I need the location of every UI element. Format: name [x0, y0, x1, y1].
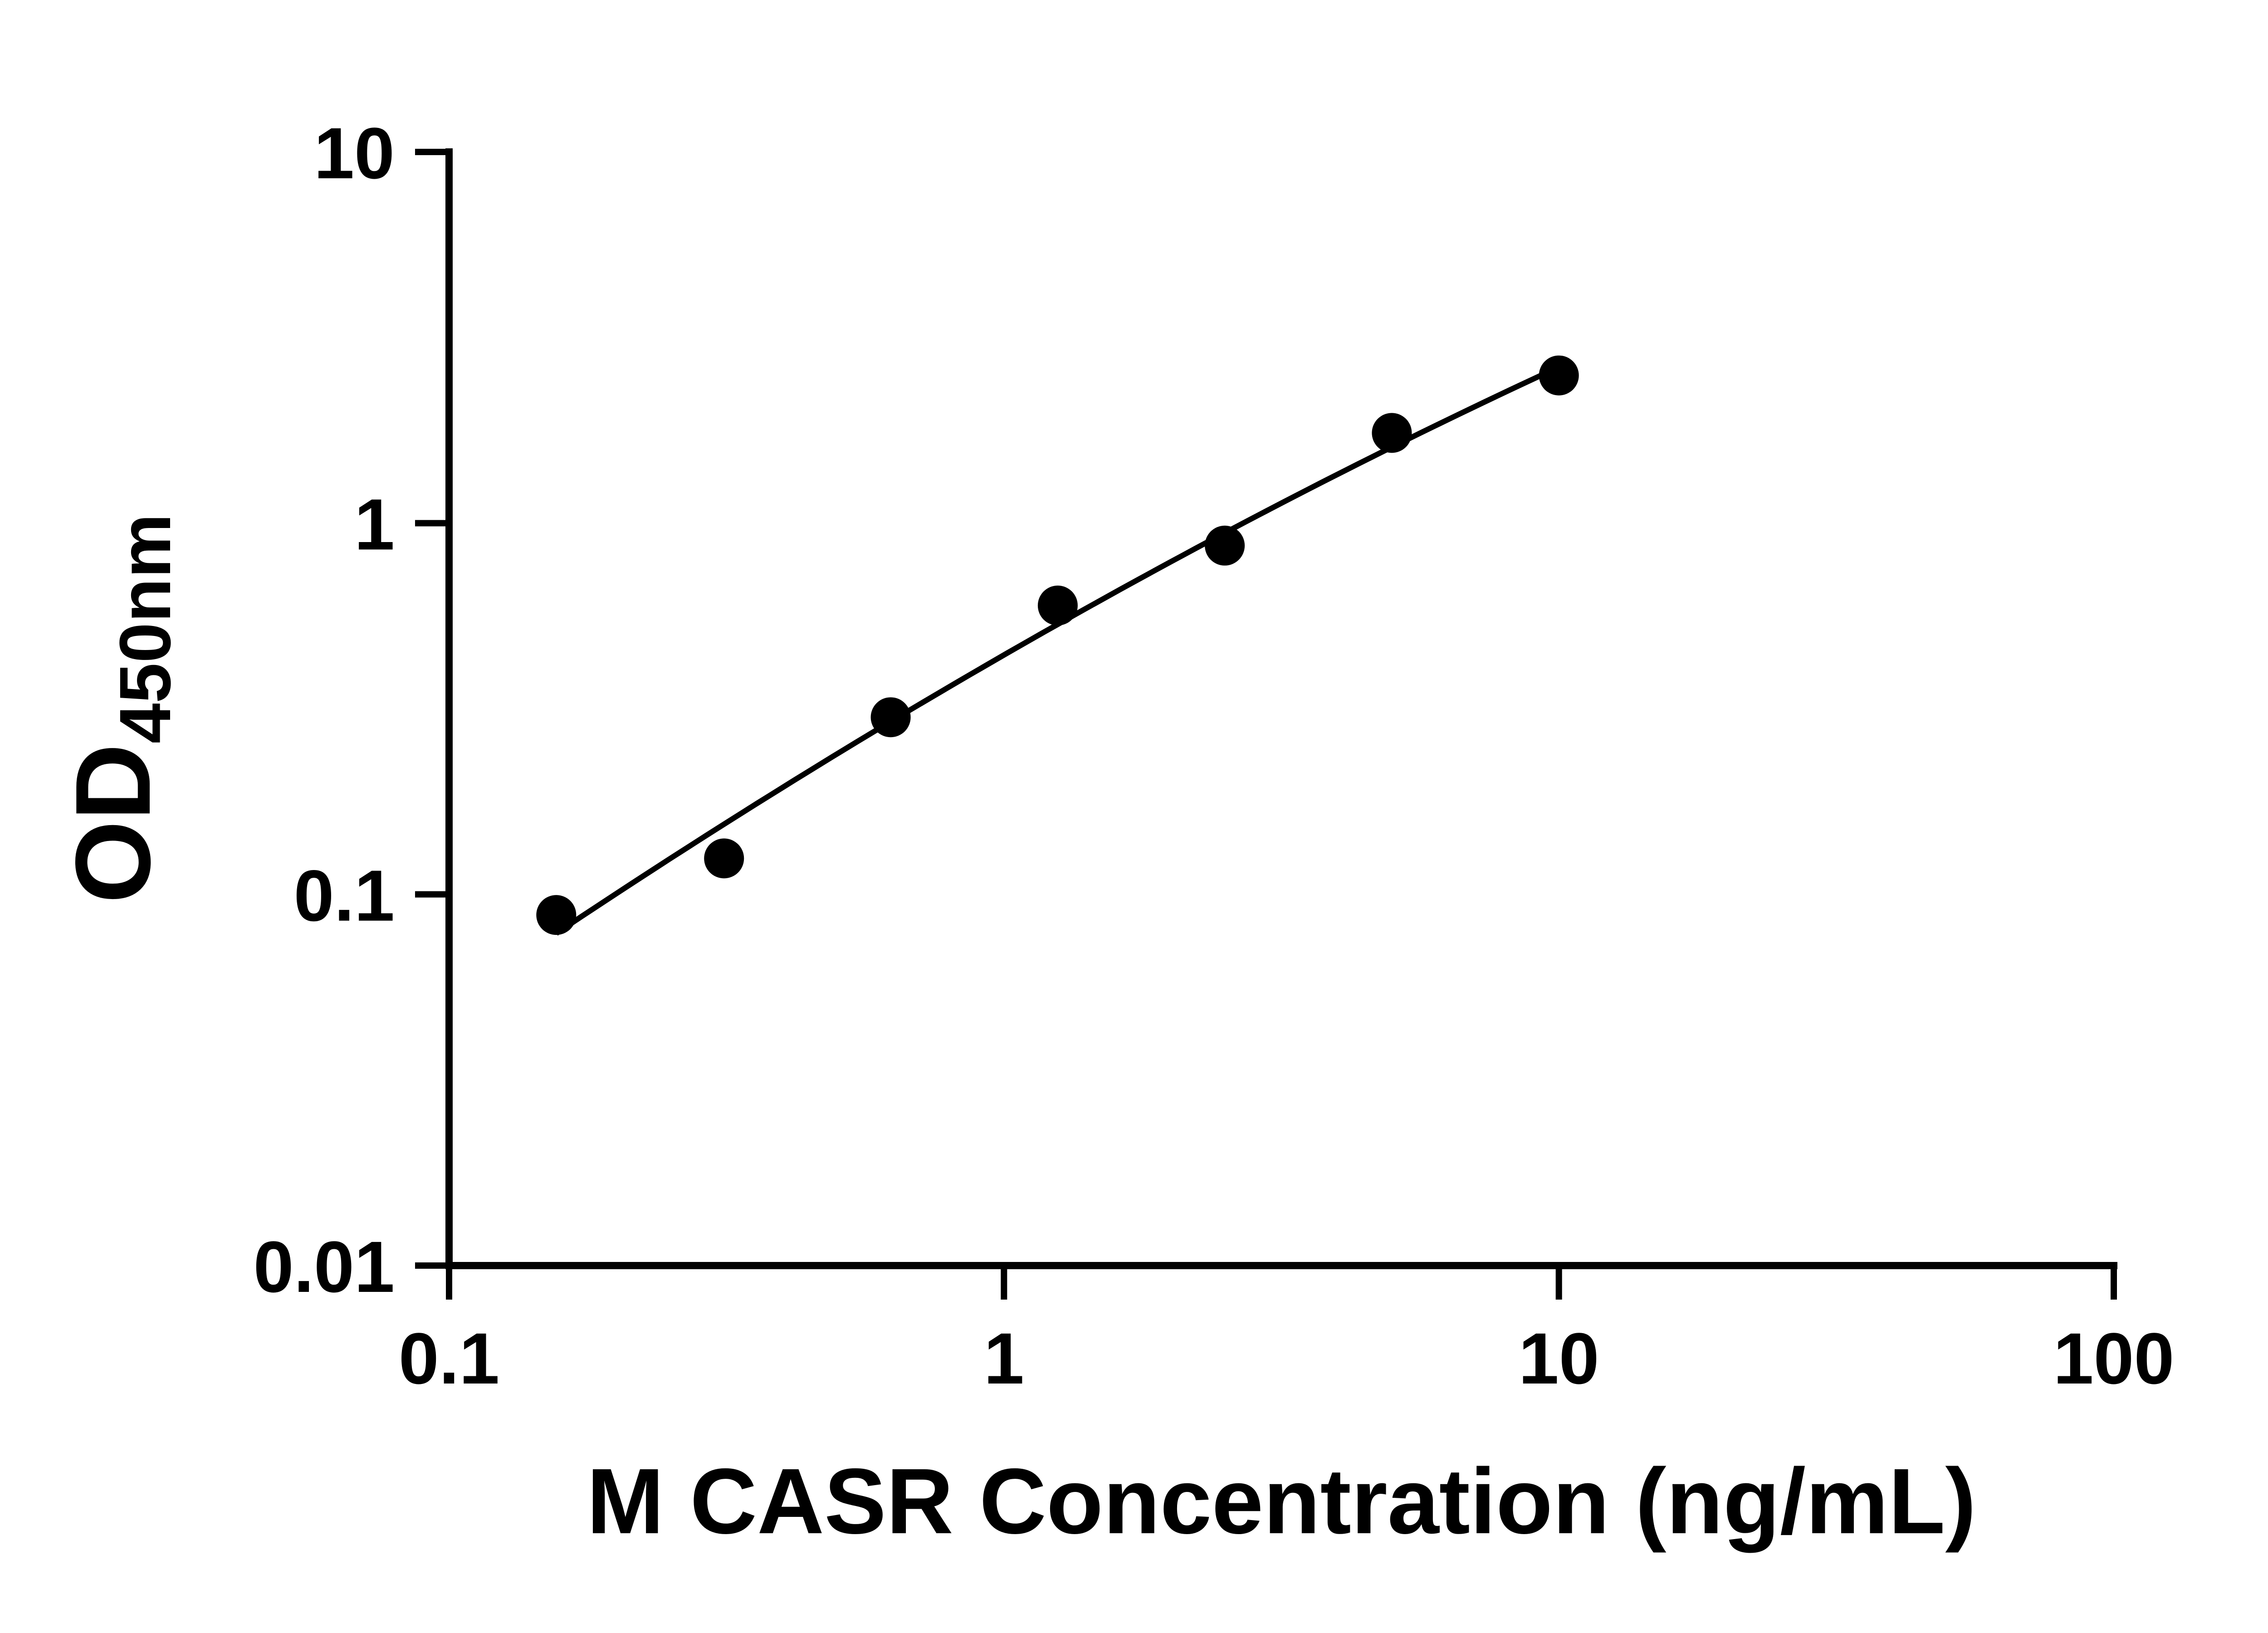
data-point [1539, 355, 1579, 396]
y-axis-ticks [415, 149, 449, 1269]
x-axis-ticks [446, 1266, 2117, 1300]
data-point [1037, 585, 1078, 626]
y-tick-label: 1 [354, 484, 395, 565]
y-tick-label: 10 [314, 112, 395, 194]
x-tick-label: 0.1 [399, 1318, 499, 1399]
y-axis-title-sub: 450nm [104, 513, 186, 743]
y-tick-label: 0.01 [254, 1226, 395, 1307]
data-point [536, 895, 577, 935]
x-tick-label: 1 [984, 1318, 1024, 1399]
x-axis-title: M CASR Concentration (ng/mL) [587, 1449, 1976, 1553]
data-point [1205, 525, 1245, 566]
y-tick-label: 0.1 [294, 855, 395, 936]
x-axis-tick-labels: 0.1 1 10 100 [399, 1318, 2175, 1399]
axis-lines [445, 148, 2117, 1269]
data-points [536, 355, 1579, 935]
y-axis-title-main: OD [53, 743, 172, 904]
x-tick-label: 10 [1519, 1318, 1599, 1399]
y-axis-title: OD450nm [53, 513, 186, 903]
fit-curve [554, 364, 1560, 936]
data-point [870, 697, 911, 738]
data-point [1372, 413, 1412, 453]
x-tick-label: 100 [2053, 1318, 2175, 1399]
y-axis-tick-labels: 10 1 0.1 0.01 [254, 112, 395, 1307]
data-point [704, 838, 744, 879]
